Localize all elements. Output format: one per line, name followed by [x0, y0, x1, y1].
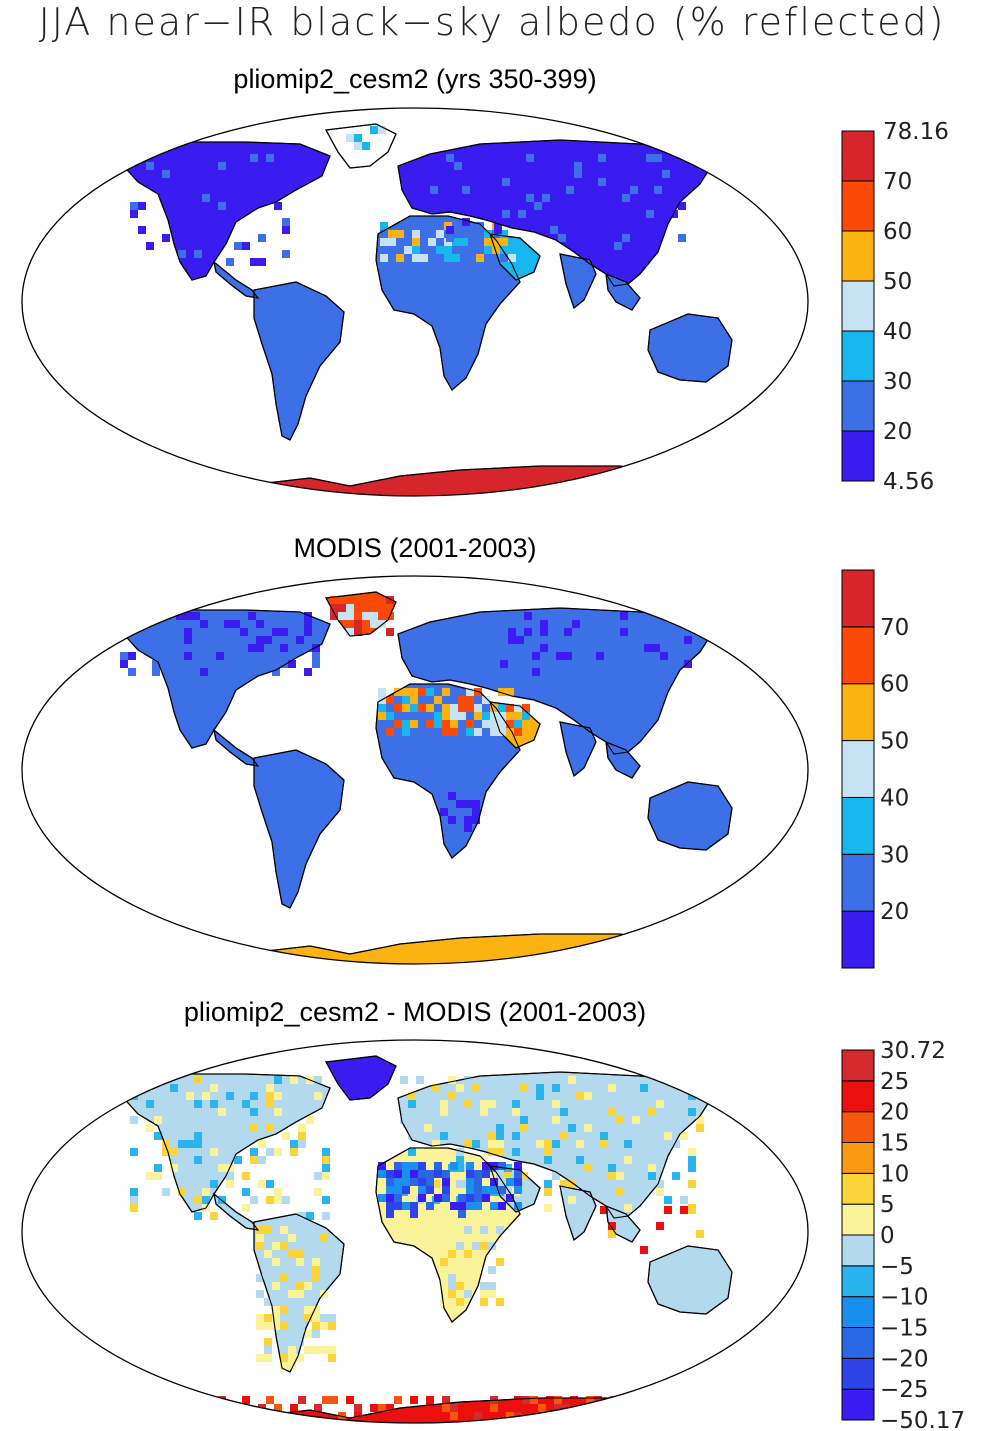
colorbar-tick-label: −10 [880, 1285, 929, 1311]
panel-2-title: MODIS (2001-2003) [293, 533, 537, 563]
colorbar-segment [841, 1357, 875, 1390]
colorbar-segment [841, 430, 875, 482]
colorbar-tick-label: 15 [880, 1131, 909, 1157]
antarctica-region [209, 1397, 672, 1423]
map-panel-2 [21, 575, 809, 965]
colorbar-panel-1: 4.56 20 30 40 50 60 70 78.16 [841, 119, 949, 495]
colorbar-tick-label: 20 [880, 899, 909, 925]
colorbar-tick-label: −25 [880, 1377, 929, 1403]
panel-1-title: pliomip2_cesm2 (yrs 350-399) [233, 64, 597, 94]
colorbar-segment [841, 796, 875, 855]
colorbar-segment [841, 180, 875, 232]
colorbar-tick-label: 70 [883, 169, 912, 195]
colorbar-tick-label: 20 [883, 419, 912, 445]
colorbar-segment [841, 280, 875, 332]
land-fill-layer [118, 591, 733, 964]
colorbar-tick-label: 4.56 [883, 469, 934, 495]
colorbar-tick-label: 5 [880, 1192, 895, 1218]
colorbar-segment [841, 1049, 875, 1082]
colorbar-tick-label: −20 [880, 1346, 929, 1372]
colorbar-tick-label: −5 [880, 1254, 914, 1280]
colorbar-segment [841, 330, 875, 382]
colorbar-tick-label: 25 [880, 1069, 909, 1095]
panel-3-title: pliomip2_cesm2 - MODIS (2001-2003) [183, 997, 647, 1027]
grid-cell-patches [130, 126, 694, 266]
greenland-region [325, 1055, 397, 1101]
colorbar-tick-label: 40 [880, 785, 909, 811]
colorbar-panel-3: −50.17 −25 −20 −15 −10 −5 0 5 10 15 20 25 30.72 [841, 1038, 965, 1431]
map-panel-1 [21, 107, 809, 497]
colorbar-segment [841, 1203, 875, 1236]
colorbar-segment [841, 683, 875, 742]
figure-title: JJA near−IR black−sky albedo (% reflecte… [38, 0, 946, 44]
grid-cell-patches [130, 1076, 704, 1423]
colorbar-panel-2: 20 30 40 50 60 70 [841, 569, 909, 969]
grid-cell-patches [120, 596, 700, 832]
colorbar-segment [841, 1296, 875, 1328]
colorbar-tick-label: 70 [880, 615, 909, 641]
map-boundary [21, 107, 809, 497]
land-fill-layer [118, 1055, 733, 1423]
colorbar-tick-label: 0 [880, 1223, 895, 1249]
colorbar-tick-label: 60 [880, 672, 909, 698]
colorbar-tick-label: 10 [880, 1161, 909, 1187]
colorbar-tick-label: 60 [883, 219, 912, 245]
colorbar-segment [841, 1080, 875, 1113]
colorbar-segment [841, 1327, 875, 1359]
colorbar-segment [841, 1172, 875, 1205]
colorbar-segment [841, 230, 875, 282]
map-panel-3 [21, 1039, 809, 1424]
colorbar-tick-label: 30.72 [880, 1038, 946, 1064]
colorbar-tick-label: 50 [883, 269, 912, 295]
colorbar-segment [841, 380, 875, 432]
colorbar-tick-label: 78.16 [883, 119, 949, 145]
colorbar-segment [841, 1388, 875, 1421]
colorbar-tick-label: 30 [880, 842, 909, 868]
map-boundary [21, 575, 809, 965]
colorbar-segment [841, 740, 875, 798]
colorbar-segment [841, 569, 875, 628]
colorbar-tick-label: 30 [883, 369, 912, 395]
colorbar-tick-label: 20 [880, 1100, 909, 1126]
colorbar-segment [841, 853, 875, 912]
map-boundary [21, 1039, 809, 1424]
colorbar-segment [841, 1142, 875, 1174]
colorbar-tick-label: −50.17 [880, 1408, 965, 1431]
land-fill-layer [118, 123, 733, 496]
colorbar-tick-label: 50 [880, 729, 909, 755]
colorbar-segment [841, 910, 875, 969]
colorbar-segment [841, 1111, 875, 1143]
colorbar-tick-label: 40 [883, 319, 912, 345]
colorbar-tick-label: −15 [880, 1316, 929, 1342]
colorbar-segment [841, 130, 875, 182]
colorbar-segment [841, 1265, 875, 1298]
colorbar-segment [841, 1234, 875, 1267]
colorbar-segment [841, 626, 875, 685]
